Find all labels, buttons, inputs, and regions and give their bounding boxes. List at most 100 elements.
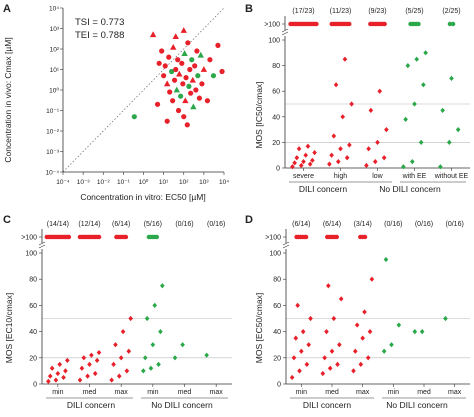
count-label: (3/14) — [354, 221, 372, 228]
data-point — [85, 373, 90, 379]
data-point — [94, 357, 100, 364]
data-point — [337, 342, 342, 348]
data-point — [421, 82, 426, 88]
data-point-circle — [196, 95, 203, 101]
data-point — [418, 139, 424, 145]
data-point — [396, 322, 402, 328]
data-point — [344, 155, 350, 161]
data-point-circle — [131, 114, 137, 120]
data-point-above-100 — [382, 21, 387, 27]
x-tick-label: 10⁻³ — [77, 179, 91, 186]
data-point — [47, 373, 53, 379]
data-point — [293, 335, 299, 341]
y-tick-label: 0 — [276, 166, 280, 173]
data-point — [384, 127, 389, 133]
data-point — [306, 342, 311, 348]
data-point — [92, 370, 98, 377]
data-point — [46, 378, 51, 384]
data-point-circle — [161, 73, 167, 79]
panel-d-group-dili: DILI concern — [303, 400, 351, 410]
panel-c-letter: C — [3, 214, 11, 226]
data-point — [360, 335, 365, 341]
count-label: (5/25) — [405, 8, 423, 15]
data-point-triangle — [190, 103, 197, 110]
data-point — [109, 377, 114, 383]
x-tick-label: 10⁻¹ — [117, 179, 131, 186]
y-tick-label: 40 — [273, 329, 281, 336]
data-point — [142, 355, 148, 361]
data-point — [79, 365, 85, 371]
data-point — [303, 152, 309, 158]
y-tick-label: 10¹ — [50, 67, 60, 74]
panel-a-ylabel: Concentration in vivo: Cmax [µM] — [3, 37, 13, 162]
panel-c: C MOS [EC10/cmax] DILI concern No DILI c… — [3, 214, 232, 410]
y-tick-label: 0 — [33, 382, 37, 389]
count-label: (6/14) — [112, 221, 130, 228]
data-point-triangle — [176, 70, 183, 77]
data-point — [368, 107, 374, 113]
category-label: min — [147, 389, 158, 396]
data-point — [335, 361, 340, 367]
data-point — [412, 329, 418, 335]
data-point — [113, 342, 118, 348]
category-label: low — [372, 173, 383, 180]
data-point — [61, 374, 66, 381]
y-tick-label: 10⁻¹ — [46, 108, 60, 115]
data-point-circle — [169, 68, 175, 75]
panel-b: B MOS [IC50/cmax] DILI concern No DILI c… — [245, 3, 470, 194]
data-point — [369, 276, 375, 282]
count-label: (0/16) — [415, 221, 433, 228]
data-point-circle — [192, 63, 198, 69]
data-point-triangle — [163, 80, 171, 87]
y-tick-label: 60 — [29, 303, 37, 310]
data-point-triangle — [200, 66, 208, 72]
y-tick-label: 10³ — [50, 26, 60, 33]
panel-c-ylabel: MOS [EC10/cmax] — [4, 293, 14, 363]
data-point-triangle — [181, 50, 188, 56]
data-point — [310, 157, 315, 163]
data-point-above-100 — [416, 21, 421, 27]
category-label: max — [448, 389, 462, 396]
data-point-above-100 — [96, 234, 102, 240]
count-label: (6/14) — [292, 221, 310, 228]
data-point — [111, 361, 116, 367]
count-label: (12/14) — [78, 221, 100, 228]
data-point — [144, 315, 150, 322]
panel-d-group-nodili: No DILI concern — [386, 400, 448, 410]
data-point-circle — [179, 60, 185, 66]
data-point — [342, 56, 348, 62]
category-label: min — [52, 389, 63, 396]
data-point — [335, 159, 341, 165]
count-label: (0/16) — [175, 221, 193, 228]
data-point — [204, 352, 209, 358]
data-point — [291, 355, 297, 361]
data-point — [338, 296, 344, 302]
data-point — [148, 365, 154, 371]
data-point — [49, 365, 55, 371]
data-point — [77, 377, 83, 383]
data-point — [375, 139, 380, 145]
y-tick-label: 20 — [273, 355, 281, 362]
data-point — [331, 133, 337, 139]
data-point — [333, 82, 339, 88]
category-label: med — [178, 389, 192, 396]
data-point-circle — [183, 75, 189, 81]
y-tick-label: >100 — [21, 235, 37, 242]
data-point-circle — [199, 81, 205, 87]
data-point — [296, 146, 302, 152]
panel-b-ylabel: MOS [IC50/cmax] — [254, 81, 264, 148]
data-point — [405, 63, 411, 69]
data-point — [389, 342, 394, 348]
data-point — [440, 107, 445, 113]
data-point-circle — [186, 83, 192, 89]
y-tick-label: >100 — [264, 22, 280, 29]
data-point-above-100 — [314, 21, 319, 27]
data-point — [401, 164, 406, 170]
data-point — [377, 88, 383, 94]
data-point — [57, 361, 63, 367]
data-point — [322, 355, 327, 361]
data-point-circle — [162, 63, 168, 69]
data-point-circle — [207, 57, 213, 63]
data-point-circle — [181, 114, 187, 120]
data-point — [53, 377, 59, 383]
